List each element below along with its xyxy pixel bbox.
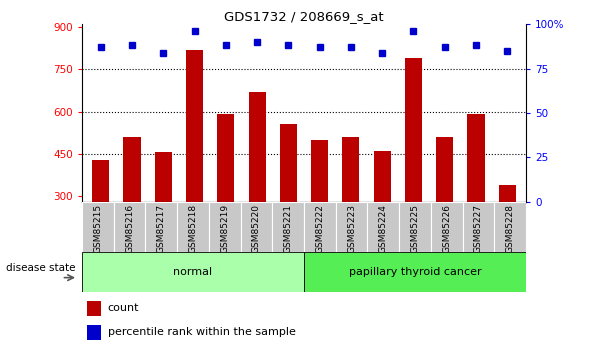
Bar [272, 202, 304, 252]
Text: GSM85223: GSM85223 [347, 204, 356, 253]
Text: GSM85228: GSM85228 [506, 204, 514, 253]
Bar [123, 137, 140, 202]
Text: GSM85219: GSM85219 [220, 204, 229, 254]
Bar [280, 124, 297, 202]
Text: GSM85217: GSM85217 [157, 204, 166, 254]
Bar [304, 252, 526, 292]
Text: normal: normal [173, 267, 213, 277]
Bar [82, 202, 114, 252]
Bar [342, 137, 359, 202]
Bar [399, 202, 431, 252]
Text: papillary thyroid cancer: papillary thyroid cancer [348, 267, 482, 277]
Bar [463, 202, 494, 252]
Text: GSM85220: GSM85220 [252, 204, 261, 253]
Bar [92, 159, 109, 202]
Text: GSM85216: GSM85216 [125, 204, 134, 254]
Text: disease state: disease state [6, 263, 75, 273]
Bar [82, 252, 304, 292]
Text: GSM85225: GSM85225 [410, 204, 420, 253]
Bar [431, 202, 463, 252]
Bar [155, 152, 172, 202]
Text: GSM85222: GSM85222 [316, 204, 324, 253]
Bar [367, 202, 399, 252]
Bar [209, 202, 241, 252]
Text: GSM85215: GSM85215 [94, 204, 102, 254]
Bar [436, 137, 453, 202]
Text: GSM85224: GSM85224 [379, 204, 388, 253]
Text: percentile rank within the sample: percentile rank within the sample [108, 327, 295, 337]
Bar [311, 140, 328, 202]
Bar [217, 115, 235, 202]
Text: GSM85218: GSM85218 [188, 204, 198, 254]
Bar [177, 202, 209, 252]
Text: GSM85227: GSM85227 [474, 204, 483, 253]
Text: GSM85221: GSM85221 [284, 204, 292, 253]
Bar [86, 300, 101, 316]
Text: GSM85226: GSM85226 [442, 204, 451, 253]
Bar [336, 202, 367, 252]
Bar [373, 151, 391, 202]
Title: GDS1732 / 208669_s_at: GDS1732 / 208669_s_at [224, 10, 384, 23]
Text: count: count [108, 303, 139, 313]
Bar [186, 50, 203, 202]
Bar [494, 202, 526, 252]
Bar [304, 202, 336, 252]
Bar [86, 325, 101, 339]
Bar [405, 58, 422, 202]
Bar [499, 185, 516, 202]
Bar [241, 202, 272, 252]
Bar [145, 202, 177, 252]
Bar [114, 202, 145, 252]
Bar [249, 92, 266, 202]
Bar [468, 115, 485, 202]
